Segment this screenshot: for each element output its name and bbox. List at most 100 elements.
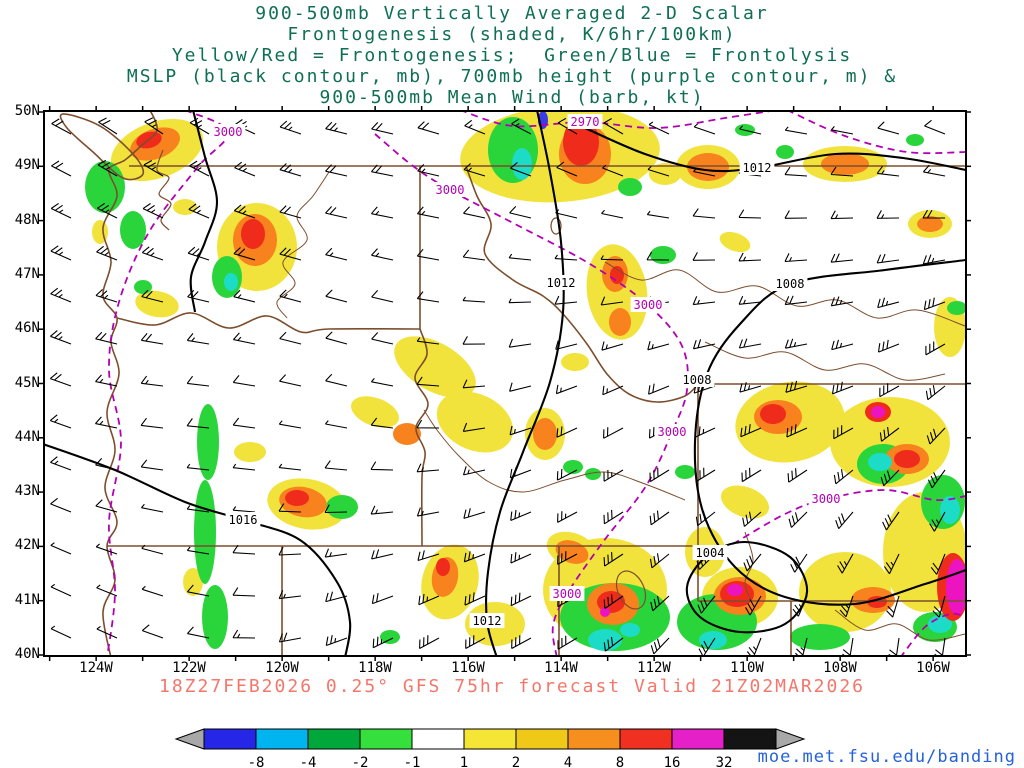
lon-tick-label: 112W bbox=[637, 660, 671, 676]
lat-tick-label: 50N bbox=[14, 103, 40, 119]
shaded-region bbox=[620, 623, 640, 637]
wind-barb bbox=[233, 289, 256, 303]
wind-barb bbox=[603, 552, 624, 567]
wind-barb bbox=[831, 339, 854, 351]
wind-barb bbox=[557, 551, 578, 565]
wind-barb bbox=[922, 209, 946, 219]
wind-barb bbox=[186, 463, 210, 471]
wind-barb bbox=[96, 245, 118, 261]
wind-barb bbox=[51, 118, 72, 135]
lon-tick-label: 108W bbox=[823, 660, 857, 676]
wind-barb bbox=[419, 635, 440, 649]
wind-barb bbox=[600, 255, 624, 261]
wind-barb bbox=[929, 511, 946, 532]
wind-barb bbox=[925, 341, 946, 356]
wind-barb bbox=[98, 117, 118, 135]
wind-barb bbox=[693, 167, 716, 177]
shaded-region bbox=[234, 442, 266, 462]
wind-barb bbox=[877, 121, 900, 135]
wind-barb bbox=[232, 506, 256, 513]
contour-label: 1012 bbox=[547, 276, 576, 290]
wind-barb bbox=[233, 204, 256, 219]
wind-barb bbox=[141, 585, 164, 597]
wind-barb bbox=[416, 419, 440, 429]
wind-barb bbox=[462, 249, 486, 261]
wind-barb bbox=[186, 584, 210, 597]
shaded-region bbox=[687, 153, 729, 181]
lat-tick-label: 40N bbox=[14, 646, 40, 662]
lat-tick-label: 47N bbox=[14, 265, 40, 282]
wind-barb bbox=[50, 625, 72, 639]
wind-barb bbox=[279, 120, 302, 135]
lat-tick-label: 42N bbox=[14, 537, 40, 554]
lat-tick-label: 44N bbox=[14, 428, 40, 445]
wind-barb bbox=[462, 336, 486, 345]
website-link[interactable]: moe.met.fsu.edu/banding bbox=[757, 747, 1016, 767]
forecast-caption: 18Z27FEB2026 0.25° GFS 75hr forecast Val… bbox=[158, 676, 866, 697]
wind-barb bbox=[325, 206, 348, 219]
map-border bbox=[156, 149, 172, 231]
wind-barb bbox=[930, 553, 946, 575]
wind-barb bbox=[324, 420, 348, 429]
shaded-region bbox=[928, 615, 952, 633]
wind-barb bbox=[880, 469, 900, 487]
contour-label: 3000 bbox=[634, 298, 663, 312]
wind-barb bbox=[830, 166, 854, 177]
wind-barb bbox=[693, 382, 716, 394]
wind-barb bbox=[232, 629, 256, 639]
colorbar: -8 -4 -2 -1 1 2 4 8 16 32 bbox=[174, 728, 806, 768]
wind-barb bbox=[698, 637, 716, 655]
wind-barb bbox=[325, 635, 348, 647]
contour-label-box bbox=[772, 276, 808, 291]
frontogenesis-map-canvas: 3000 2970 3000 3000 3000 3000 3000 1012 1008 1008… bbox=[39, 106, 971, 661]
map-border bbox=[423, 409, 686, 501]
wind-barb bbox=[879, 426, 900, 442]
wind-barb bbox=[140, 417, 164, 429]
wind-barb bbox=[371, 290, 394, 303]
lon-tick-label: 110W bbox=[730, 660, 764, 676]
wind-barb bbox=[603, 427, 624, 439]
contour-label-box bbox=[692, 545, 728, 560]
wind-barb bbox=[50, 245, 72, 261]
title-line-4: MSLP (black contour, mb), 700mb height (… bbox=[126, 66, 898, 87]
wind-barb bbox=[324, 504, 348, 514]
wind-barb bbox=[510, 162, 532, 177]
lat-tick-label: 45N bbox=[14, 374, 40, 391]
wind-barb bbox=[650, 637, 670, 655]
shaded-region bbox=[120, 211, 146, 249]
wind-barb bbox=[416, 507, 440, 517]
map-border bbox=[834, 609, 965, 641]
colorbar-segment bbox=[619, 728, 673, 750]
wind-barb bbox=[187, 246, 210, 261]
wind-barb bbox=[325, 331, 348, 345]
wind-barb bbox=[96, 202, 118, 219]
wind-barb bbox=[462, 296, 486, 303]
wind-barb bbox=[370, 505, 394, 515]
wind-barb bbox=[831, 381, 854, 395]
wind-barb bbox=[739, 382, 762, 393]
wind-barb bbox=[745, 595, 762, 616]
colorbar-segment bbox=[359, 728, 413, 750]
shaded-region bbox=[650, 246, 676, 264]
wind-barb bbox=[932, 595, 946, 618]
wind-barb bbox=[833, 469, 854, 485]
shaded-region bbox=[394, 336, 476, 398]
wind-barb bbox=[692, 296, 716, 306]
wind-barb bbox=[416, 206, 440, 219]
wind-barb bbox=[463, 206, 486, 219]
contour-label-box bbox=[654, 424, 690, 439]
colorbar-segment bbox=[255, 728, 309, 750]
wind-barb bbox=[837, 553, 854, 574]
wind-barb bbox=[784, 126, 808, 135]
wind-barb bbox=[600, 296, 624, 306]
shaded-region bbox=[906, 134, 924, 146]
wind-barb bbox=[370, 164, 394, 177]
mslp-contour bbox=[189, 112, 219, 313]
wind-barb bbox=[603, 636, 624, 652]
wind-barb bbox=[554, 254, 578, 261]
wind-barb bbox=[876, 210, 900, 219]
contour-label-box bbox=[432, 182, 468, 197]
contour-label: 1004 bbox=[696, 546, 725, 560]
wind-barb bbox=[141, 544, 164, 555]
mslp-contour bbox=[685, 540, 809, 634]
